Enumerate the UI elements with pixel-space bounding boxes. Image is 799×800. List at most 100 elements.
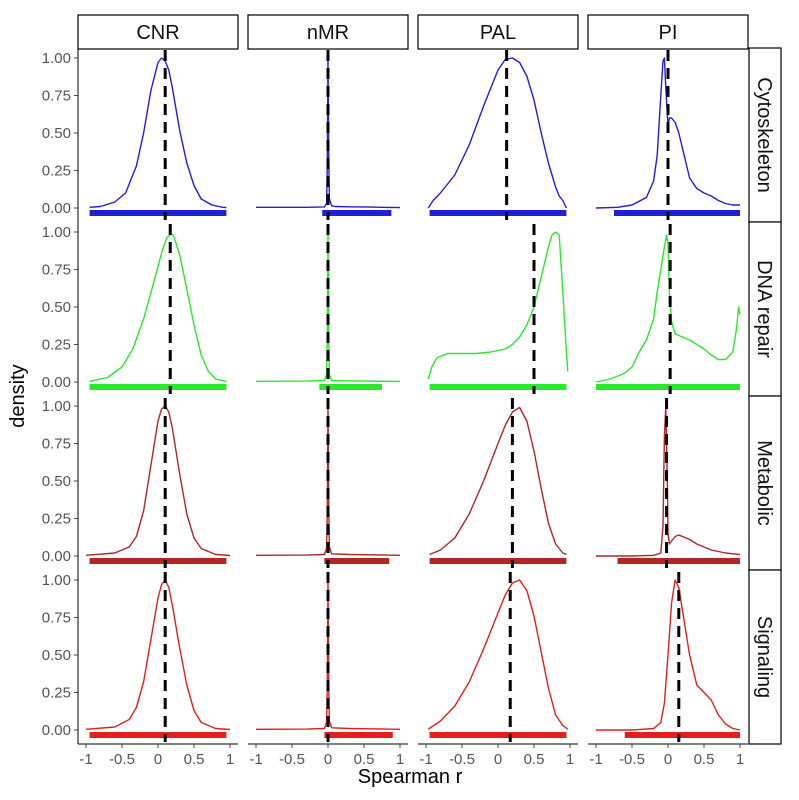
x-tick-label: -0.5 — [279, 751, 305, 768]
panels — [85, 50, 741, 742]
x-tick-label: -0.5 — [109, 751, 135, 768]
y-axis-cytoskeleton: 0.00 0.25 0.50 0.75 1.00 — [42, 48, 79, 222]
density-line — [596, 405, 741, 557]
y-tick-label: 0.25 — [42, 685, 71, 702]
panel-metabolic-nmr — [255, 398, 401, 568]
y-tick-label: 0.50 — [42, 299, 71, 316]
y-tick-label: 0.00 — [42, 548, 71, 565]
strip-box — [587, 14, 749, 50]
y-tick-label: 0.50 — [42, 647, 71, 664]
strip-metabolic: Metabolic — [748, 395, 782, 571]
y-tick-label: 0.00 — [42, 200, 71, 217]
strip-pal: PAL — [417, 14, 579, 50]
panel-metabolic-cnr — [85, 398, 231, 568]
panel-cytoskeleton-pal — [427, 50, 568, 220]
strip-label: CNR — [136, 22, 179, 44]
panel-dna-repair-cnr — [89, 224, 227, 394]
x-axis-cnr: -1 -0.5 0 0.5 1 — [78, 743, 238, 768]
strip-box — [748, 221, 782, 397]
density-line — [595, 57, 740, 209]
density-line — [89, 57, 227, 209]
x-tick-label: -1 — [79, 751, 92, 768]
y-tick-label: 1.00 — [42, 224, 71, 241]
y-tick-label: 1.00 — [42, 398, 71, 415]
x-tick-label: -1 — [249, 751, 262, 768]
x-tick-label: 0 — [494, 751, 502, 768]
x-tick-label: 0.5 — [524, 751, 545, 768]
strip-box — [247, 14, 409, 50]
panel-cytoskeleton-nmr — [256, 50, 401, 220]
y-tick-label: 0.75 — [42, 436, 71, 453]
y-tick-label: 0.25 — [42, 337, 71, 354]
panel-metabolic-pal — [429, 398, 567, 568]
y-axis-title: density — [7, 364, 29, 427]
panel-dna-repair-pal — [427, 224, 569, 394]
y-axes: 0.00 0.25 0.50 0.75 1.00 0.00 0.25 0.50 0.75 1.00… — [42, 48, 79, 744]
x-tick-label: 1 — [736, 751, 744, 768]
strip-signaling: Signaling — [748, 569, 782, 745]
density-line — [256, 57, 401, 209]
strip-label: Signaling — [753, 616, 775, 698]
x-tick-label: 1 — [226, 751, 234, 768]
x-axis-nmr: -1 -0.5 0 0.5 1 — [248, 743, 408, 768]
x-tick-label: 0.5 — [354, 751, 375, 768]
strip-box — [417, 14, 579, 50]
y-tick-label: 0.00 — [42, 374, 71, 391]
x-tick-label: -1 — [589, 751, 602, 768]
strip-label: PAL — [480, 22, 516, 44]
strip-label: PI — [659, 22, 678, 44]
y-tick-label: 0.75 — [42, 88, 71, 105]
strip-box — [77, 14, 239, 50]
y-axis-signaling: 0.00 0.25 0.50 0.75 1.00 — [42, 570, 79, 744]
density-line — [89, 232, 227, 383]
x-tick-label: -0.5 — [449, 751, 475, 768]
y-tick-label: 0.50 — [42, 473, 71, 490]
panel-cytoskeleton-pi — [595, 50, 740, 220]
panel-signaling-cnr — [85, 572, 231, 742]
strip-label: nMR — [307, 22, 349, 44]
density-line — [595, 234, 741, 383]
density-line — [427, 579, 569, 730]
x-axes: -1 -0.5 0 0.5 1 -1 -0.5 0 0.5 1 -1 -0.5 0 0.5 1 -1 -0.5 0… — [78, 743, 748, 768]
strip-cnr: CNR — [77, 14, 239, 50]
x-tick-label: 1 — [396, 751, 404, 768]
x-axis-pal: -1 -0.5 0 0.5 1 — [418, 743, 578, 768]
y-tick-label: 0.75 — [42, 262, 71, 279]
x-tick-label: 0 — [154, 751, 162, 768]
strip-dna-repair: DNA repair — [748, 221, 782, 397]
x-tick-label: -0.5 — [619, 751, 645, 768]
density-line — [85, 579, 231, 731]
strip-cytoskeleton: Cytoskeleton — [748, 47, 782, 223]
x-tick-label: -1 — [419, 751, 432, 768]
density-line — [427, 231, 569, 380]
panel-signaling-pi — [596, 572, 741, 742]
panel-metabolic-pi — [596, 398, 741, 568]
y-tick-label: 0.25 — [42, 511, 71, 528]
density-line — [596, 579, 741, 731]
strip-label: DNA repair — [753, 260, 775, 358]
column-strips: CNR nMR PAL PI — [77, 14, 749, 50]
x-tick-label: 0 — [324, 751, 332, 768]
y-axis-dna-repair: 0.00 0.25 0.50 0.75 1.00 — [42, 222, 79, 396]
strip-nmr: nMR — [247, 14, 409, 50]
row-strips: Cytoskeleton DNA repair Metabolic Signaling — [748, 47, 782, 745]
density-line — [429, 406, 567, 556]
strip-box — [748, 569, 782, 745]
panel-signaling-pal — [427, 572, 569, 742]
y-tick-label: 0.75 — [42, 610, 71, 627]
y-tick-label: 1.00 — [42, 572, 71, 589]
x-tick-label: 0.5 — [184, 751, 205, 768]
strip-label: Metabolic — [753, 440, 775, 526]
strip-label: Cytoskeleton — [753, 77, 775, 193]
x-tick-label: 1 — [566, 751, 574, 768]
y-tick-label: 0.25 — [42, 163, 71, 180]
y-axis-metabolic: 0.00 0.25 0.50 0.75 1.00 — [42, 396, 79, 570]
x-axis-title: Spearman r — [358, 766, 463, 788]
y-tick-label: 0.50 — [42, 125, 71, 142]
y-tick-label: 1.00 — [42, 50, 71, 67]
density-line — [85, 405, 231, 557]
x-tick-label: 0 — [664, 751, 672, 768]
panel-signaling-nmr — [255, 572, 401, 742]
x-axis-pi: -1 -0.5 0 0.5 1 — [588, 743, 748, 768]
